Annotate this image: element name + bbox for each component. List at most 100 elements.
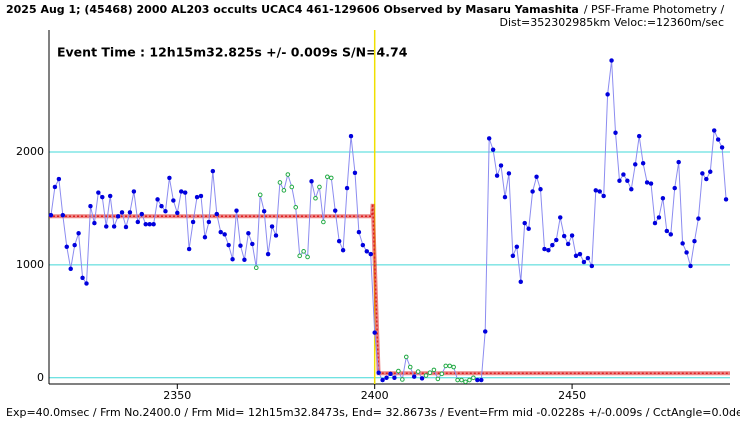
- data-point: [660, 195, 666, 201]
- data-point: [80, 275, 85, 281]
- data-point: [186, 246, 192, 252]
- data-point: [467, 377, 472, 383]
- data-point: [155, 197, 160, 202]
- model-line: [49, 203, 730, 376]
- data-point: [159, 203, 164, 209]
- data-point: [123, 224, 129, 230]
- data-point: [376, 370, 381, 375]
- data-point: [167, 175, 172, 181]
- data-point: [423, 373, 429, 378]
- data-point: [171, 198, 176, 203]
- data-point: [293, 204, 299, 210]
- data-point: [506, 171, 512, 176]
- data-point: [538, 186, 543, 192]
- data-point: [127, 210, 133, 215]
- data-point: [569, 233, 575, 238]
- data-point: [652, 220, 658, 226]
- data-point: [103, 224, 109, 229]
- data-point: [561, 233, 567, 239]
- y-tick-label: 0: [37, 371, 44, 384]
- data-point: [72, 242, 77, 248]
- data-point: [463, 379, 468, 385]
- data-point: [601, 193, 606, 199]
- data-point: [700, 171, 705, 176]
- data-line: [50, 60, 727, 383]
- data-point: [328, 175, 334, 181]
- data-point: [210, 168, 216, 174]
- data-point: [372, 330, 377, 335]
- data-point: [202, 234, 208, 240]
- data-point: [482, 329, 488, 334]
- data-point: [565, 241, 571, 247]
- data-point: [613, 130, 618, 136]
- data-point: [88, 203, 93, 209]
- data-point: [530, 189, 535, 194]
- y-tick-label: 2000: [16, 145, 44, 158]
- data-point: [388, 371, 393, 377]
- data-point: [719, 145, 725, 150]
- data-point: [392, 375, 397, 381]
- data-point: [139, 211, 145, 217]
- data-point: [617, 178, 622, 183]
- data-point: [281, 188, 287, 193]
- data-point: [447, 363, 453, 369]
- data-point: [557, 215, 563, 220]
- data-point: [475, 377, 480, 383]
- data-point: [356, 229, 362, 235]
- data-point: [593, 188, 599, 193]
- footer: Exp=40.0msec / Frm No.2400.0 / Frm Mid= …: [6, 406, 740, 419]
- data-point: [455, 377, 460, 383]
- data-point: [56, 176, 62, 182]
- data-point: [534, 174, 539, 180]
- x-tick-label: 2450: [558, 389, 586, 402]
- data-point: [234, 208, 239, 213]
- data-point: [609, 58, 614, 63]
- data-point: [190, 219, 196, 225]
- data-point: [336, 238, 342, 244]
- y-tick-label: 1000: [16, 258, 44, 271]
- data-point: [107, 193, 113, 199]
- data-point: [684, 250, 689, 255]
- data-point: [68, 266, 73, 272]
- data-point: [625, 178, 630, 183]
- data-point: [364, 249, 370, 254]
- data-point: [206, 219, 212, 225]
- data-point: [253, 265, 259, 270]
- data-point: [688, 263, 693, 269]
- data-point: [340, 247, 346, 253]
- data-point: [301, 249, 306, 254]
- data-point: [589, 263, 595, 269]
- data-point: [711, 128, 717, 133]
- data-point: [198, 193, 204, 199]
- data-point: [111, 224, 117, 229]
- data-point: [100, 194, 105, 200]
- data-point: [522, 220, 527, 226]
- data-point: [419, 376, 425, 381]
- model-line-dots: [49, 203, 730, 375]
- data-point: [285, 172, 291, 177]
- data-point: [269, 224, 275, 229]
- data-point: [313, 195, 318, 201]
- data-point: [664, 228, 670, 234]
- data-point: [715, 137, 721, 142]
- data-point: [344, 185, 350, 191]
- data-point: [325, 174, 330, 180]
- data-point: [510, 253, 516, 259]
- annotation: Event Time : 12h15m32.825s +/- 0.009s S/…: [57, 45, 408, 60]
- data-point: [175, 210, 180, 216]
- data-point: [242, 257, 247, 263]
- data-point: [305, 254, 310, 260]
- data-point: [672, 185, 677, 191]
- data-point: [52, 184, 58, 190]
- data-point: [605, 92, 610, 97]
- data-point: [360, 242, 366, 248]
- data-point: [518, 279, 524, 285]
- data-point: [261, 208, 267, 214]
- data-point: [490, 147, 496, 152]
- data-point: [321, 219, 326, 225]
- data-point: [147, 221, 152, 227]
- data-point: [143, 221, 148, 227]
- data-point: [230, 256, 235, 262]
- data-point: [486, 136, 492, 141]
- data-point: [415, 369, 421, 374]
